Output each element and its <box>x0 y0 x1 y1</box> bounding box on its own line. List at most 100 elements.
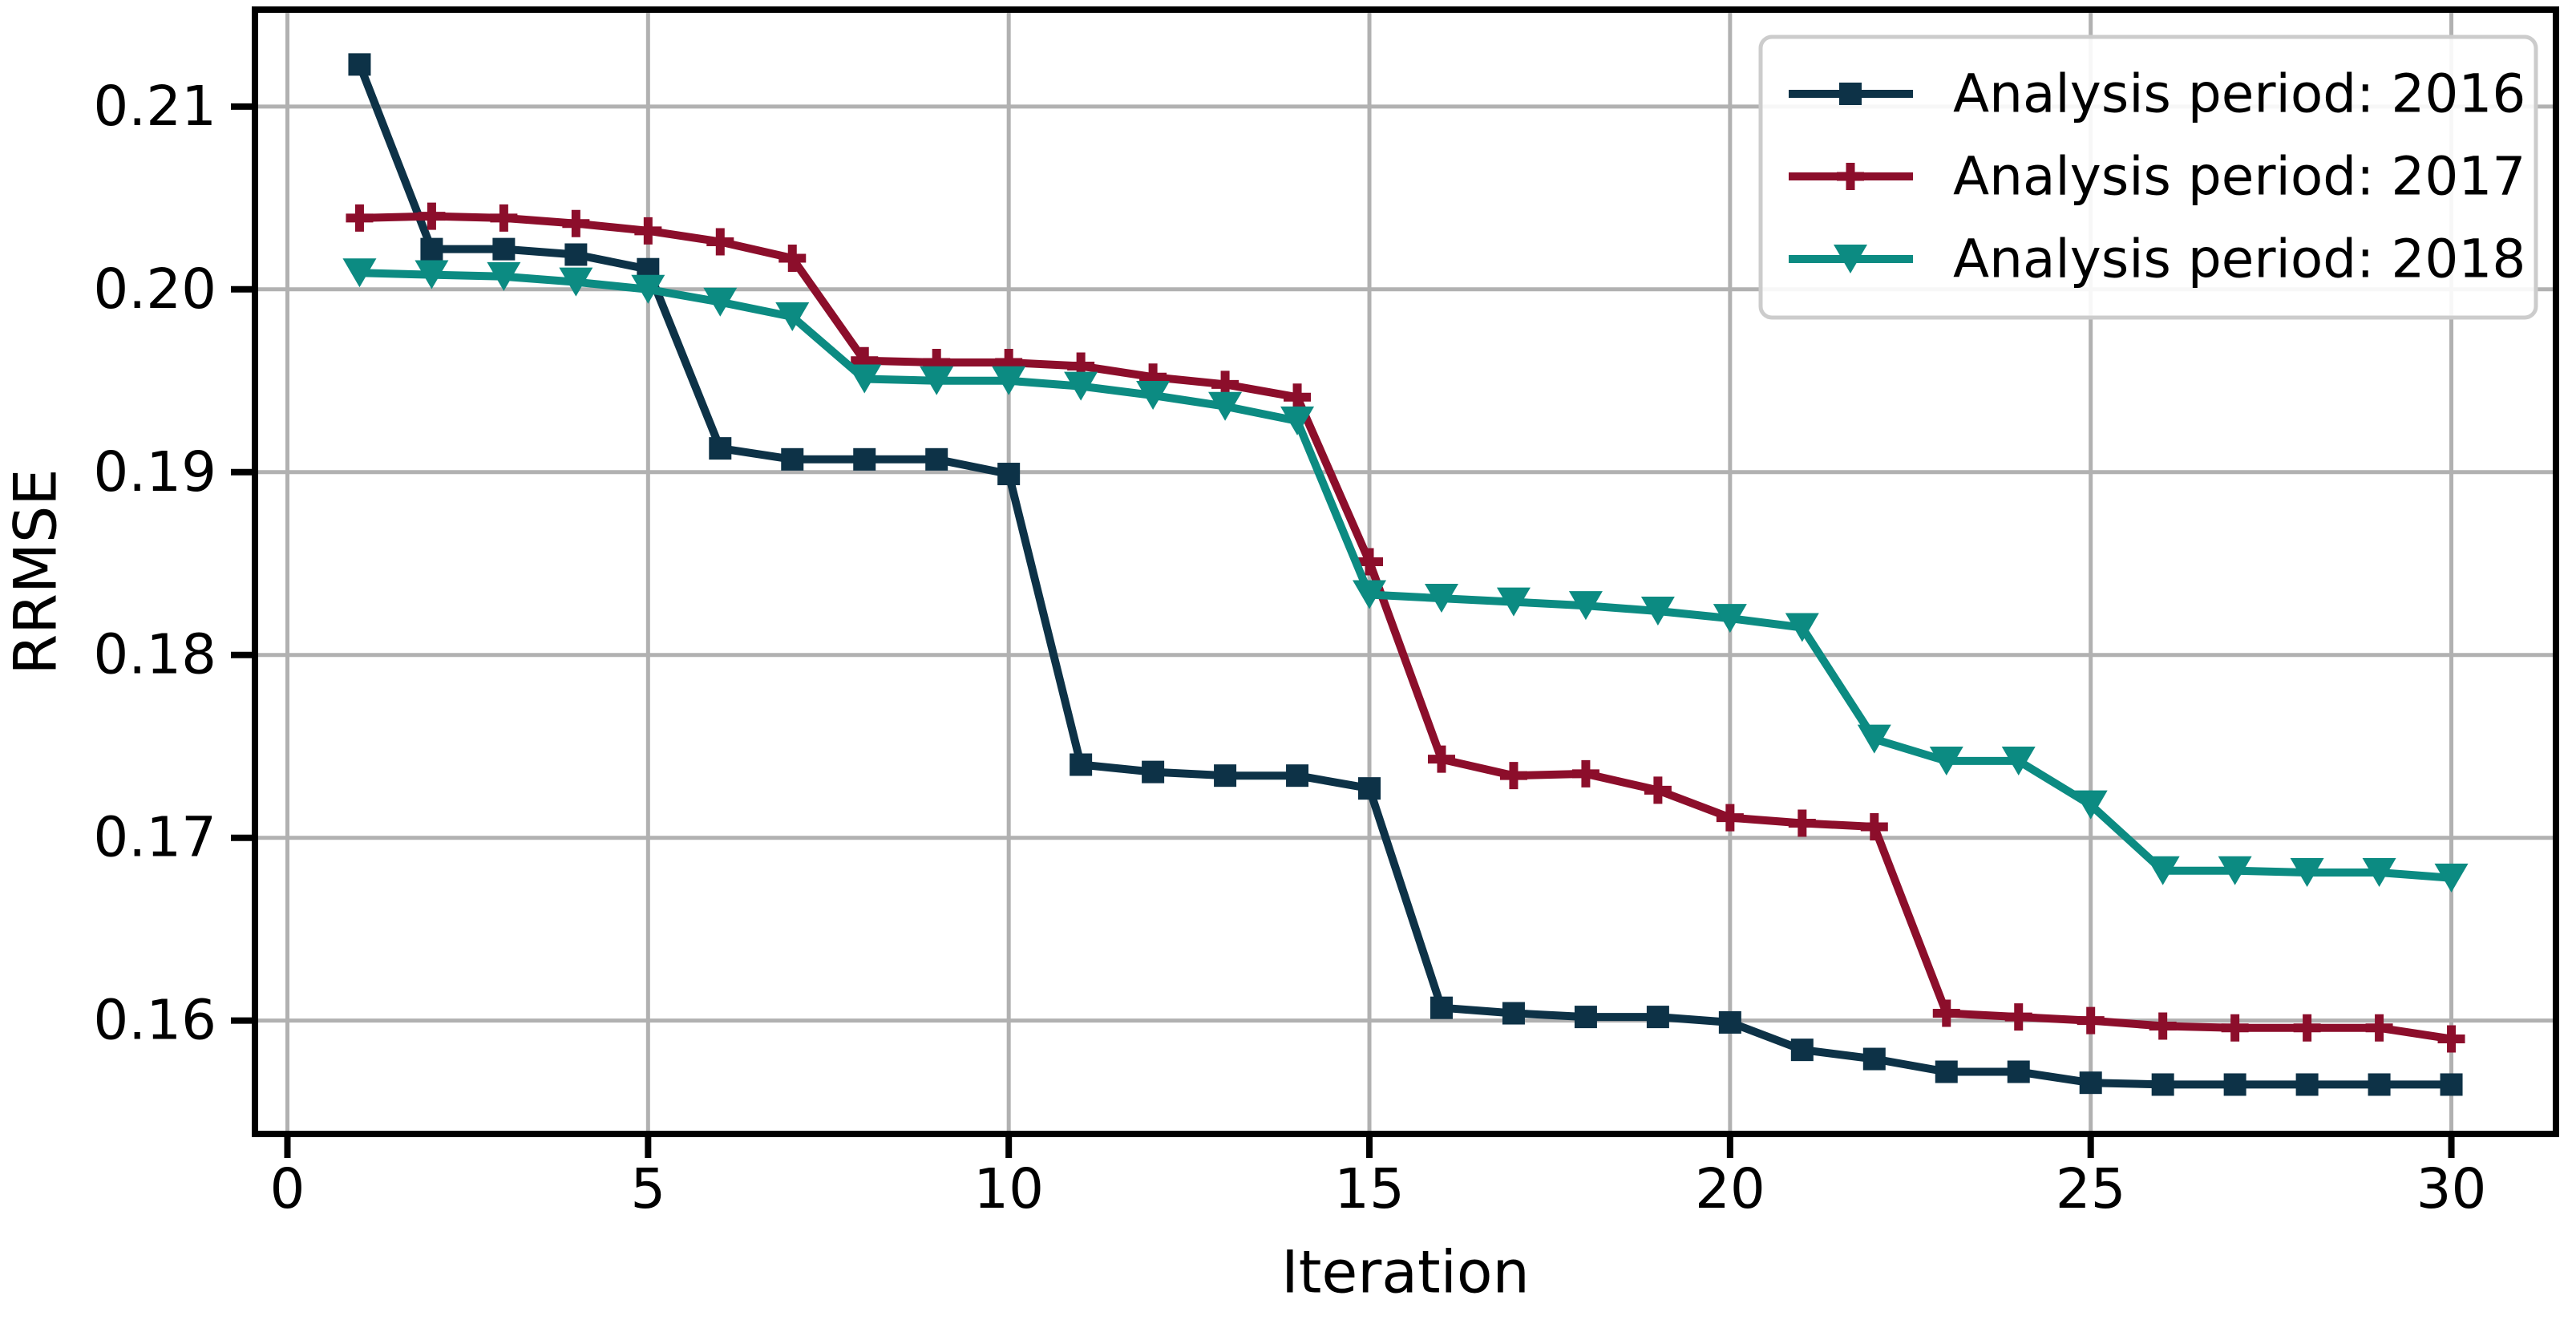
marker-plus <box>2437 1025 2465 1053</box>
marker-square <box>1358 777 1381 800</box>
marker-plus <box>562 209 590 237</box>
y-tick-label: 0.20 <box>93 257 216 322</box>
marker-square <box>781 447 804 471</box>
marker-plus <box>2149 1012 2177 1040</box>
marker-triangle-down <box>1640 597 1675 626</box>
marker-square <box>853 447 876 471</box>
marker-square <box>2368 1073 2391 1096</box>
marker-square <box>1839 83 1862 105</box>
marker-square <box>1430 996 1453 1019</box>
marker-square <box>2079 1071 2102 1095</box>
series-2018 <box>342 258 2469 893</box>
marker-square <box>2440 1073 2463 1096</box>
marker-square <box>1935 1060 1958 1083</box>
marker-triangle-down <box>1208 391 1243 421</box>
marker-triangle-down <box>775 302 810 331</box>
marker-plus <box>490 204 518 232</box>
marker-plus <box>1860 813 1888 841</box>
x-tick-label: 30 <box>2416 1157 2487 1221</box>
marker-square <box>925 447 948 471</box>
legend-item: Analysis period: 2018 <box>1789 229 2525 290</box>
marker-triangle-down <box>342 258 377 288</box>
marker-plus <box>1716 804 1744 832</box>
marker-plus <box>1837 163 1864 190</box>
marker-triangle-down <box>415 260 449 289</box>
marker-square <box>2295 1073 2319 1096</box>
marker-triangle-down <box>1713 604 1747 634</box>
series-2017 <box>346 202 2465 1053</box>
marker-triangle-down <box>1064 371 1098 401</box>
marker-triangle-down <box>703 287 738 317</box>
marker-square <box>1862 1047 1886 1071</box>
y-tick-label: 0.16 <box>93 989 216 1053</box>
marker-triangle-down <box>487 261 521 291</box>
marker-square <box>1142 760 1165 783</box>
marker-triangle-down <box>1496 587 1531 617</box>
series-line <box>355 63 2452 1089</box>
x-tick-label: 25 <box>2056 1157 2126 1221</box>
legend-label: Analysis period: 2018 <box>1953 229 2525 290</box>
marker-triangle-down <box>2434 863 2469 893</box>
legend-label: Analysis period: 2016 <box>1953 63 2525 125</box>
marker-square <box>2151 1073 2174 1096</box>
marker-triangle-down <box>1280 406 1315 435</box>
marker-plus <box>1427 745 1455 773</box>
marker-plus <box>1932 999 1960 1027</box>
marker-square <box>997 463 1021 486</box>
marker-square <box>1574 1006 1597 1029</box>
marker-plus <box>2293 1014 2321 1042</box>
series-line <box>359 269 2452 882</box>
marker-square <box>420 237 443 261</box>
x-tick-label: 15 <box>1334 1157 1405 1221</box>
marker-triangle-down <box>1857 724 1891 754</box>
marker-triangle-down <box>2001 746 2036 775</box>
marker-triangle-down <box>1834 245 1867 273</box>
series-2016 <box>348 53 2463 1096</box>
marker-triangle-down <box>1929 746 1963 775</box>
marker-plus <box>2004 1003 2032 1031</box>
marker-plus <box>1788 809 1816 837</box>
legend-label: Analysis period: 2017 <box>1953 146 2525 208</box>
marker-plus <box>2365 1014 2393 1042</box>
legend-box <box>1758 34 2538 320</box>
marker-plus <box>1644 776 1672 804</box>
marker-plus <box>634 217 662 245</box>
marker-triangle-down <box>2290 858 2324 888</box>
y-tick-label: 0.19 <box>93 440 216 504</box>
marker-square <box>2223 1073 2246 1096</box>
plot-border <box>252 6 2559 1137</box>
marker-plus <box>1571 759 1599 788</box>
marker-triangle-down <box>2073 790 2108 820</box>
x-tick-label: 0 <box>270 1157 305 1221</box>
marker-triangle-down <box>1136 381 1171 411</box>
marker-square <box>1286 764 1309 788</box>
axes-ticks: 0 5 10 15 20 25 30 0.16 0.17 0.18 0.19 0.20 0.21 <box>93 75 2486 1221</box>
y-axis-label: RRMSE <box>2 469 71 675</box>
marker-triangle-down <box>847 364 882 394</box>
marker-square <box>564 243 588 266</box>
marker-triangle-down <box>1353 580 1387 609</box>
marker-triangle-down <box>2145 856 2180 885</box>
marker-plus <box>778 245 807 273</box>
x-tick-label: 10 <box>973 1157 1044 1221</box>
marker-square <box>1214 764 1237 788</box>
marker-plus <box>706 228 734 256</box>
x-tick-label: 20 <box>1695 1157 1765 1221</box>
marker-plus <box>2077 1006 2105 1035</box>
marker-triangle-down <box>1568 591 1603 621</box>
marker-square <box>1502 1002 1525 1025</box>
marker-triangle-down <box>2218 856 2252 885</box>
legend-item: Analysis period: 2016 <box>1789 63 2525 125</box>
x-axis-label: Iteration <box>1281 1239 1530 1307</box>
marker-plus <box>2221 1014 2249 1042</box>
marker-plus <box>418 202 446 230</box>
marker-square <box>2007 1060 2030 1083</box>
marker-square <box>492 237 516 261</box>
marker-triangle-down <box>559 267 593 297</box>
marker-triangle-down <box>1785 613 1819 642</box>
marker-plus <box>1499 762 1527 790</box>
marker-square <box>1646 1006 1669 1029</box>
marker-triangle-down <box>992 366 1026 395</box>
